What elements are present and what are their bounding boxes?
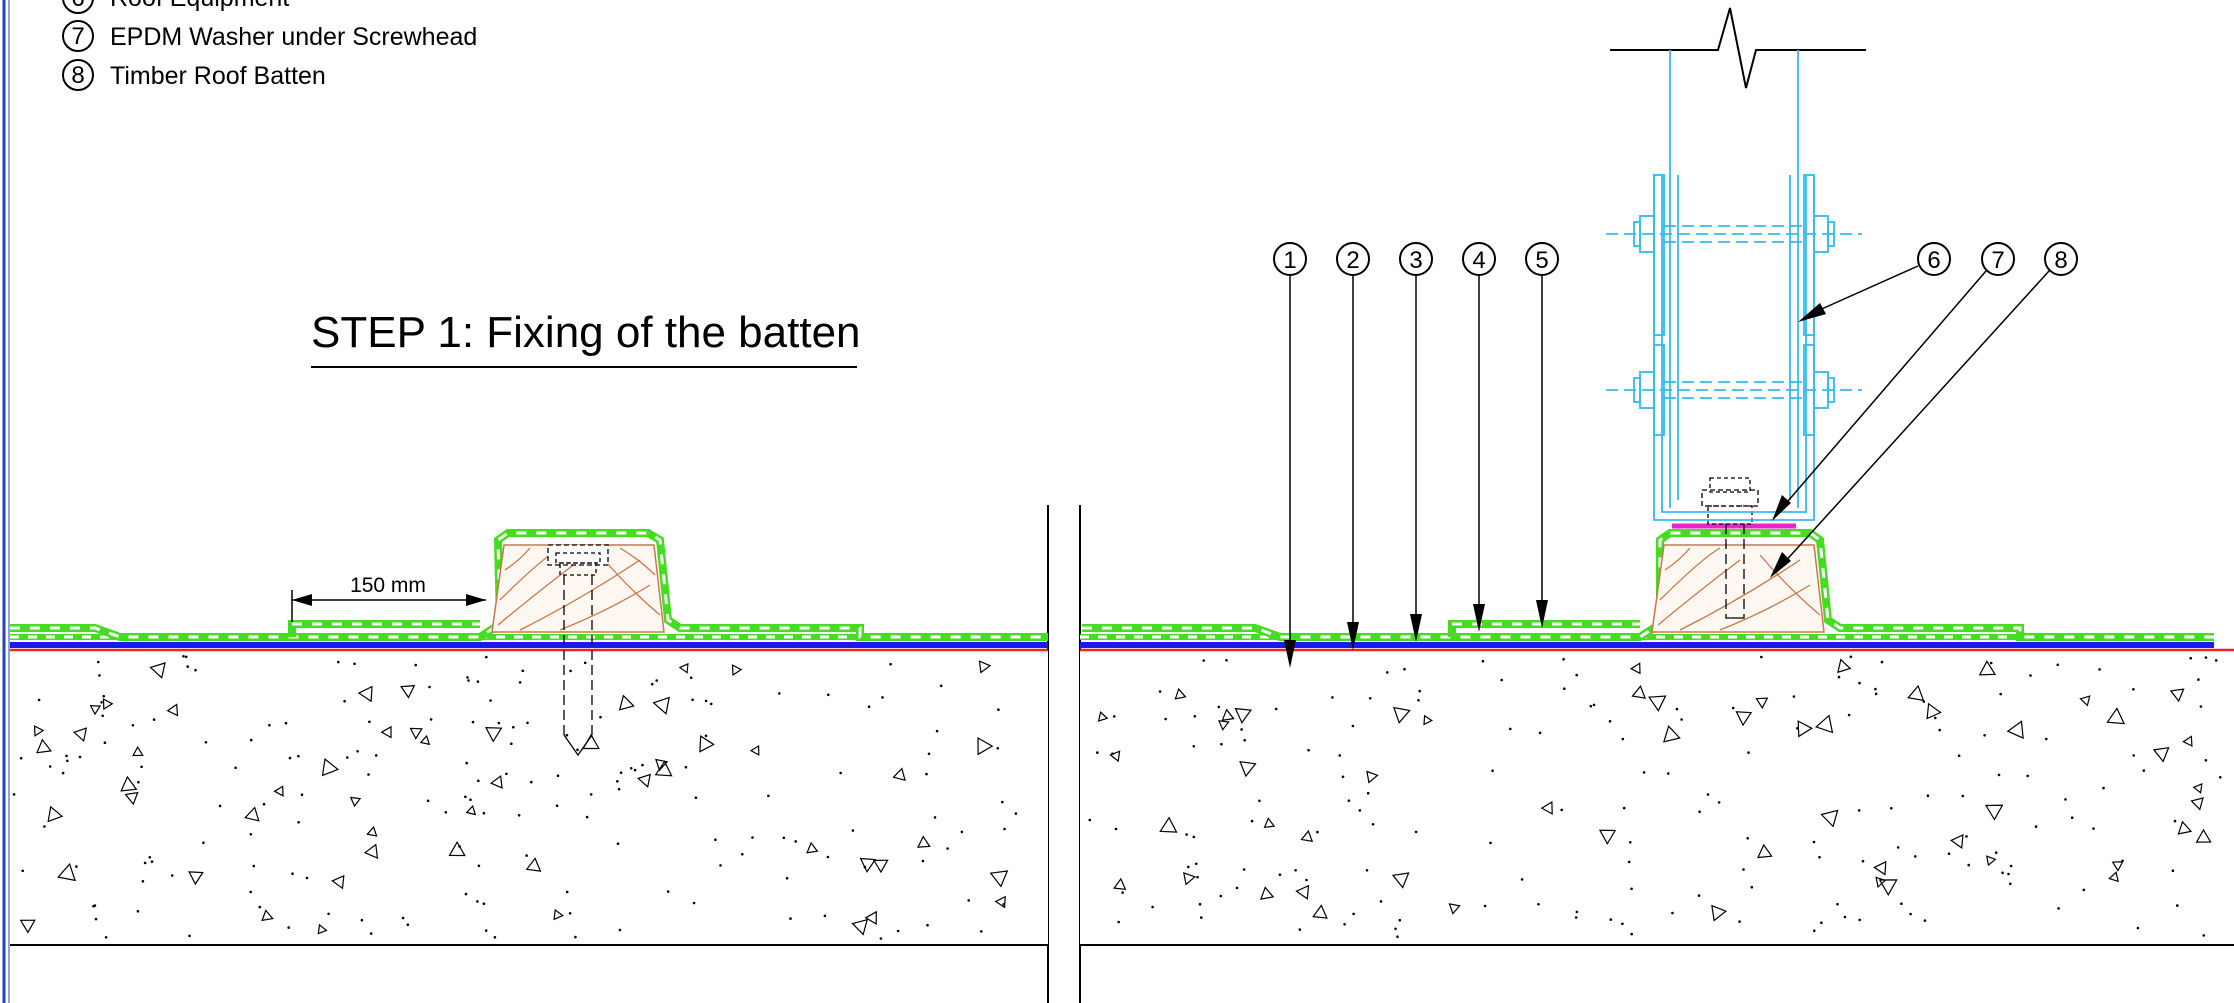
callout-7: 7 <box>1772 242 2015 521</box>
svg-text:6: 6 <box>71 0 84 12</box>
callout-4: 4 <box>1462 242 1496 632</box>
step-title: STEP 1: Fixing of the batten <box>311 308 861 357</box>
screw-left <box>547 544 609 757</box>
svg-text:8: 8 <box>71 62 84 89</box>
concrete-deck-left <box>10 650 1048 946</box>
callout-8: 8 <box>1770 242 2078 578</box>
svg-text:6: 6 <box>1927 247 1940 274</box>
svg-text:4: 4 <box>1472 247 1485 274</box>
timber-batten-right <box>1651 544 1825 633</box>
svg-text:5: 5 <box>1535 247 1548 274</box>
callout-6: 6 <box>1798 242 1951 322</box>
callout-2: 2 <box>1336 242 1370 650</box>
legend-item-8: 8 Timber Roof Batten <box>62 59 326 91</box>
svg-text:150 mm: 150 mm <box>350 574 426 597</box>
svg-text:3: 3 <box>1409 247 1422 274</box>
svg-text:Roof Equipment: Roof Equipment <box>110 0 289 12</box>
concrete-deck-right <box>1080 650 2234 946</box>
screw-right <box>1701 477 1759 619</box>
layers-left <box>10 529 1048 757</box>
callout-5: 5 <box>1525 242 1559 628</box>
legend: 6 Roof Equipment 7 EPDM Washer under Scr… <box>62 0 477 91</box>
layers-right <box>1080 477 2234 652</box>
svg-text:7: 7 <box>71 23 84 50</box>
svg-text:EPDM Washer under Screwhead: EPDM Washer under Screwhead <box>110 23 477 51</box>
legend-item-7: 7 EPDM Washer under Screwhead <box>62 20 477 52</box>
legend-item-6: 6 Roof Equipment <box>62 0 289 14</box>
dimension-150mm: 150 mm <box>291 574 486 622</box>
callout-3: 3 <box>1399 242 1433 642</box>
svg-text:8: 8 <box>2054 247 2067 274</box>
green-membrane-right <box>1082 529 2214 641</box>
roof-equipment <box>1606 7 1866 521</box>
svg-text:7: 7 <box>1991 247 2004 274</box>
svg-text:Timber Roof Batten: Timber Roof Batten <box>110 62 326 90</box>
svg-text:2: 2 <box>1346 247 1359 274</box>
callouts: 1 2 3 4 5 6 <box>1273 242 2078 668</box>
svg-text:1: 1 <box>1283 247 1296 274</box>
callout-1: 1 <box>1273 242 1307 668</box>
